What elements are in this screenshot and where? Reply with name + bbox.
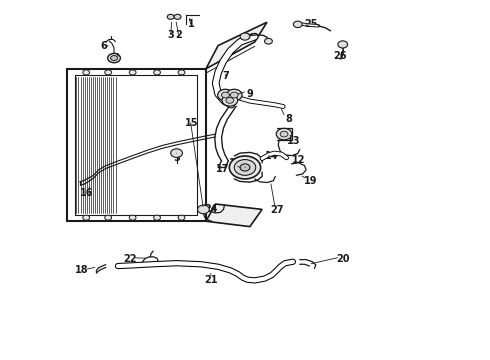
Text: 3: 3 bbox=[168, 30, 174, 40]
Text: 20: 20 bbox=[336, 254, 349, 264]
Text: 10: 10 bbox=[228, 158, 242, 168]
Circle shape bbox=[229, 156, 261, 179]
Circle shape bbox=[129, 70, 136, 75]
Text: 2: 2 bbox=[175, 30, 182, 40]
Text: 4: 4 bbox=[112, 53, 119, 63]
Circle shape bbox=[280, 131, 288, 137]
Circle shape bbox=[167, 14, 174, 19]
Circle shape bbox=[230, 92, 238, 98]
Text: 21: 21 bbox=[204, 275, 218, 285]
Polygon shape bbox=[206, 22, 267, 69]
Text: 18: 18 bbox=[74, 265, 88, 275]
Text: 5: 5 bbox=[173, 153, 180, 163]
Circle shape bbox=[105, 215, 112, 220]
Text: 12: 12 bbox=[292, 155, 305, 165]
Circle shape bbox=[154, 70, 160, 75]
Circle shape bbox=[226, 98, 234, 103]
Circle shape bbox=[265, 39, 272, 44]
Text: 19: 19 bbox=[304, 176, 318, 186]
Text: 9: 9 bbox=[246, 89, 253, 99]
Text: 27: 27 bbox=[270, 206, 284, 216]
Circle shape bbox=[171, 149, 182, 157]
Circle shape bbox=[178, 215, 185, 220]
Text: 26: 26 bbox=[334, 51, 347, 61]
Text: 15: 15 bbox=[185, 118, 198, 128]
Text: 1: 1 bbox=[188, 19, 195, 29]
Circle shape bbox=[108, 53, 121, 63]
Circle shape bbox=[129, 215, 136, 220]
Text: 13: 13 bbox=[287, 136, 300, 145]
Text: 17: 17 bbox=[216, 164, 230, 174]
Text: 8: 8 bbox=[286, 114, 293, 124]
Circle shape bbox=[83, 215, 90, 220]
Text: 24: 24 bbox=[204, 204, 218, 214]
Circle shape bbox=[240, 33, 250, 40]
Circle shape bbox=[197, 205, 209, 214]
Polygon shape bbox=[206, 204, 262, 226]
Circle shape bbox=[174, 14, 181, 19]
Text: 14: 14 bbox=[265, 150, 279, 161]
Circle shape bbox=[294, 21, 302, 28]
Circle shape bbox=[276, 129, 292, 140]
Circle shape bbox=[111, 55, 118, 60]
Circle shape bbox=[338, 41, 347, 48]
Circle shape bbox=[218, 89, 233, 101]
Circle shape bbox=[83, 70, 90, 75]
Text: 6: 6 bbox=[100, 41, 107, 50]
Circle shape bbox=[154, 215, 160, 220]
Text: 25: 25 bbox=[304, 19, 318, 29]
Circle shape bbox=[222, 95, 238, 106]
Text: 22: 22 bbox=[123, 254, 137, 264]
Text: 23: 23 bbox=[243, 33, 257, 42]
Text: 16: 16 bbox=[79, 188, 93, 198]
Circle shape bbox=[226, 89, 242, 101]
Circle shape bbox=[234, 159, 256, 175]
Circle shape bbox=[240, 164, 250, 171]
Circle shape bbox=[178, 70, 185, 75]
Circle shape bbox=[221, 92, 229, 98]
Text: 11: 11 bbox=[241, 158, 254, 168]
Text: 7: 7 bbox=[222, 71, 229, 81]
Circle shape bbox=[105, 70, 112, 75]
